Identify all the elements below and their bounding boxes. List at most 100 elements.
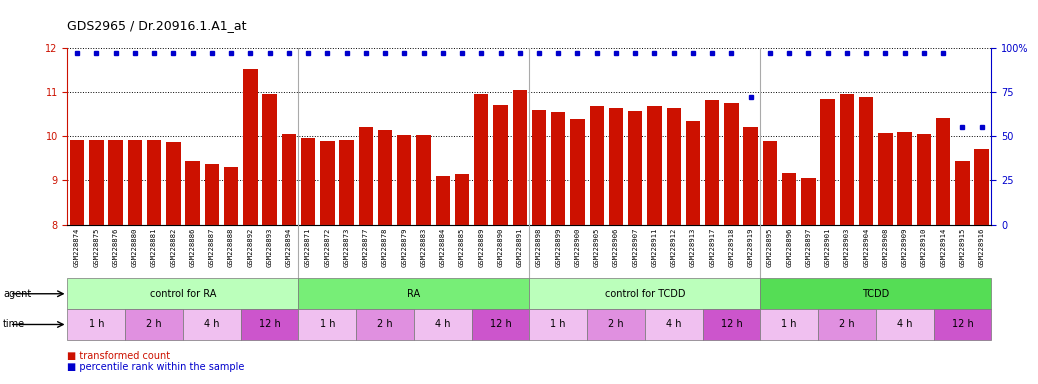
Text: TCDD: TCDD	[863, 289, 890, 299]
Text: GSM228909: GSM228909	[902, 227, 907, 267]
Text: GSM228873: GSM228873	[344, 227, 350, 267]
Text: GSM228896: GSM228896	[786, 227, 792, 267]
Text: GDS2965 / Dr.20916.1.A1_at: GDS2965 / Dr.20916.1.A1_at	[67, 19, 247, 32]
Bar	[183, 309, 241, 340]
Bar	[703, 309, 760, 340]
Text: GSM228881: GSM228881	[152, 227, 157, 267]
Text: 2 h: 2 h	[146, 319, 162, 329]
Text: GSM228890: GSM228890	[497, 227, 503, 267]
Bar	[204, 164, 219, 225]
Text: GSM228893: GSM228893	[267, 227, 273, 267]
Text: GSM228874: GSM228874	[74, 227, 80, 267]
Bar	[128, 140, 142, 225]
Bar	[455, 174, 469, 225]
Bar	[529, 309, 588, 340]
Text: 4 h: 4 h	[666, 319, 682, 329]
Text: GSM228882: GSM228882	[170, 227, 176, 267]
Bar	[648, 106, 661, 225]
Text: RA: RA	[407, 289, 420, 299]
Bar	[760, 278, 991, 309]
Bar	[570, 119, 584, 225]
Bar	[166, 142, 181, 225]
Text: GSM228877: GSM228877	[363, 227, 368, 267]
Text: GSM228913: GSM228913	[690, 227, 695, 267]
Bar	[801, 178, 816, 225]
Bar	[241, 309, 299, 340]
Bar	[975, 149, 989, 225]
Text: GSM228880: GSM228880	[132, 227, 138, 267]
Bar	[301, 137, 316, 225]
Text: GSM228878: GSM228878	[382, 227, 388, 267]
Text: GSM228919: GSM228919	[747, 227, 754, 267]
Bar	[243, 69, 257, 225]
Bar	[436, 176, 450, 225]
Text: 4 h: 4 h	[897, 319, 912, 329]
Bar	[876, 309, 933, 340]
Text: 1 h: 1 h	[550, 319, 566, 329]
Bar	[898, 132, 912, 225]
Bar	[531, 110, 546, 225]
Text: 2 h: 2 h	[608, 319, 624, 329]
Bar	[186, 161, 199, 225]
Bar	[299, 309, 356, 340]
Text: ■ percentile rank within the sample: ■ percentile rank within the sample	[67, 362, 245, 372]
Text: GSM228894: GSM228894	[285, 227, 292, 267]
Text: GSM228916: GSM228916	[979, 227, 985, 267]
Text: control for TCDD: control for TCDD	[604, 289, 685, 299]
Text: GSM228903: GSM228903	[844, 227, 850, 267]
Text: GSM228908: GSM228908	[882, 227, 889, 267]
Text: 12 h: 12 h	[258, 319, 280, 329]
Bar	[513, 90, 527, 225]
Text: GSM228875: GSM228875	[93, 227, 100, 267]
Text: GSM228887: GSM228887	[209, 227, 215, 267]
Text: GSM228876: GSM228876	[112, 227, 118, 267]
Bar	[782, 172, 796, 225]
Text: 2 h: 2 h	[377, 319, 392, 329]
Text: GSM228905: GSM228905	[594, 227, 600, 267]
Text: GSM228891: GSM228891	[517, 227, 523, 267]
Text: 12 h: 12 h	[720, 319, 742, 329]
Bar	[320, 141, 334, 225]
Text: 1 h: 1 h	[88, 319, 104, 329]
Bar	[590, 106, 604, 225]
Text: GSM228917: GSM228917	[709, 227, 715, 267]
Bar	[529, 278, 760, 309]
Text: GSM228885: GSM228885	[459, 227, 465, 267]
Text: GSM228904: GSM228904	[864, 227, 869, 267]
Bar	[416, 135, 431, 225]
Bar	[414, 309, 471, 340]
Bar	[955, 161, 969, 225]
Text: 2 h: 2 h	[839, 319, 854, 329]
Bar	[878, 133, 893, 225]
Text: agent: agent	[3, 289, 31, 299]
Bar	[224, 167, 239, 225]
Text: GSM228883: GSM228883	[420, 227, 427, 267]
Bar	[108, 140, 122, 225]
Bar	[70, 140, 84, 225]
Bar	[299, 278, 529, 309]
Text: GSM228907: GSM228907	[632, 227, 638, 267]
Bar	[471, 309, 529, 340]
Text: ■ transformed count: ■ transformed count	[67, 351, 170, 361]
Bar	[67, 278, 299, 309]
Bar	[398, 136, 411, 225]
Bar	[743, 127, 758, 225]
Bar	[263, 94, 277, 225]
Bar	[146, 140, 161, 225]
Bar	[628, 111, 643, 225]
Text: GSM228888: GSM228888	[228, 227, 234, 267]
Text: time: time	[3, 319, 25, 329]
Text: GSM228911: GSM228911	[652, 227, 657, 267]
Bar	[933, 309, 991, 340]
Text: control for RA: control for RA	[149, 289, 216, 299]
Text: GSM228879: GSM228879	[402, 227, 407, 267]
Text: 4 h: 4 h	[204, 319, 220, 329]
Text: GSM228872: GSM228872	[324, 227, 330, 267]
Text: GSM228901: GSM228901	[825, 227, 830, 267]
Text: GSM228900: GSM228900	[574, 227, 580, 267]
Bar	[917, 134, 931, 225]
Text: GSM228912: GSM228912	[671, 227, 677, 267]
Bar	[358, 127, 373, 225]
Text: GSM228884: GSM228884	[440, 227, 445, 267]
Bar	[378, 130, 392, 225]
